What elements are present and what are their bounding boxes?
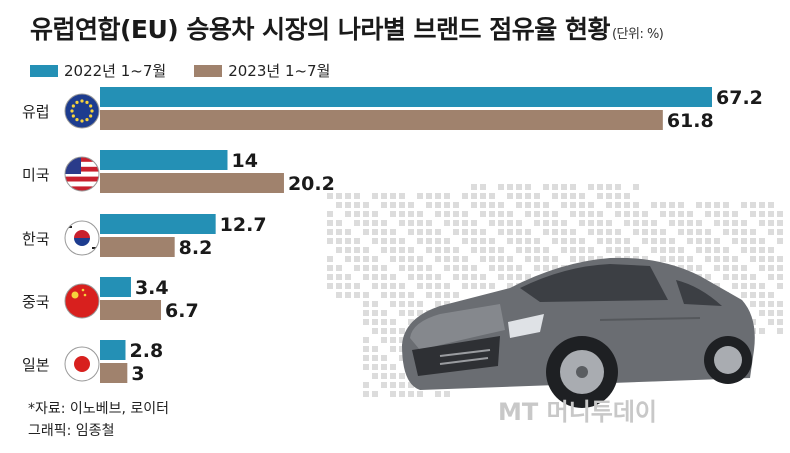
legend-swatch-2022 xyxy=(30,64,58,77)
value-label: 67.2 xyxy=(716,87,763,109)
eu-flag-icon xyxy=(64,93,100,129)
value-label: 8.2 xyxy=(179,237,213,259)
source-line: *자료: 이노베브, 로이터 xyxy=(28,401,169,417)
unit-label: (단위: %) xyxy=(611,27,664,42)
bar-2023 xyxy=(100,173,284,193)
value-label: 6.7 xyxy=(165,300,199,322)
legend-label-2022: 2022년 1~7월 xyxy=(64,62,167,80)
category-label: 중국 xyxy=(22,293,50,311)
value-label: 12.7 xyxy=(220,214,267,236)
value-label: 3 xyxy=(131,363,144,385)
bar-2023 xyxy=(100,237,175,257)
category-label: 유럽 xyxy=(22,103,50,121)
legend: 2022년 1~7월 2023년 1~7월 xyxy=(30,60,330,81)
japan-flag-icon xyxy=(64,346,100,382)
chart-title: 유럽연합(EU) 승용차 시장의 나라별 브랜드 점유율 현황 (단위: %) xyxy=(30,10,664,46)
category-label: 미국 xyxy=(22,166,50,184)
bar-2023 xyxy=(100,110,663,130)
value-label: 2.8 xyxy=(130,340,164,362)
korea-flag-icon xyxy=(64,220,100,256)
legend-label-2023: 2023년 1~7월 xyxy=(228,62,331,80)
category-label: 일본 xyxy=(22,356,50,374)
value-label: 3.4 xyxy=(135,277,169,299)
car-illustration xyxy=(402,257,755,408)
chart-title-text: 유럽연합(EU) 승용차 시장의 나라별 브랜드 점유율 현황 xyxy=(30,15,610,44)
credit-line: 그래픽: 임종철 xyxy=(28,423,115,439)
bar-2022 xyxy=(100,277,131,297)
bar-2023 xyxy=(100,300,162,320)
source-note: *자료: 이노베브, 로이터 그래픽: 임종철 xyxy=(28,398,169,442)
us-flag-icon xyxy=(64,156,100,192)
category-label: 한국 xyxy=(22,230,50,248)
legend-item-2022: 2022년 1~7월 xyxy=(30,60,166,81)
bar-2022 xyxy=(100,214,216,234)
watermark: MT 머니투데이 xyxy=(498,398,658,426)
value-label: 14 xyxy=(232,150,258,172)
value-label: 61.8 xyxy=(667,110,714,132)
legend-item-2023: 2023년 1~7월 xyxy=(194,60,330,81)
bar-2023 xyxy=(100,363,128,383)
china-flag-icon xyxy=(64,283,100,319)
bar-2022 xyxy=(100,150,228,170)
bar-2022 xyxy=(100,340,126,360)
bar-2022 xyxy=(100,87,712,107)
value-label: 20.2 xyxy=(288,173,335,195)
legend-swatch-2023 xyxy=(194,64,223,77)
